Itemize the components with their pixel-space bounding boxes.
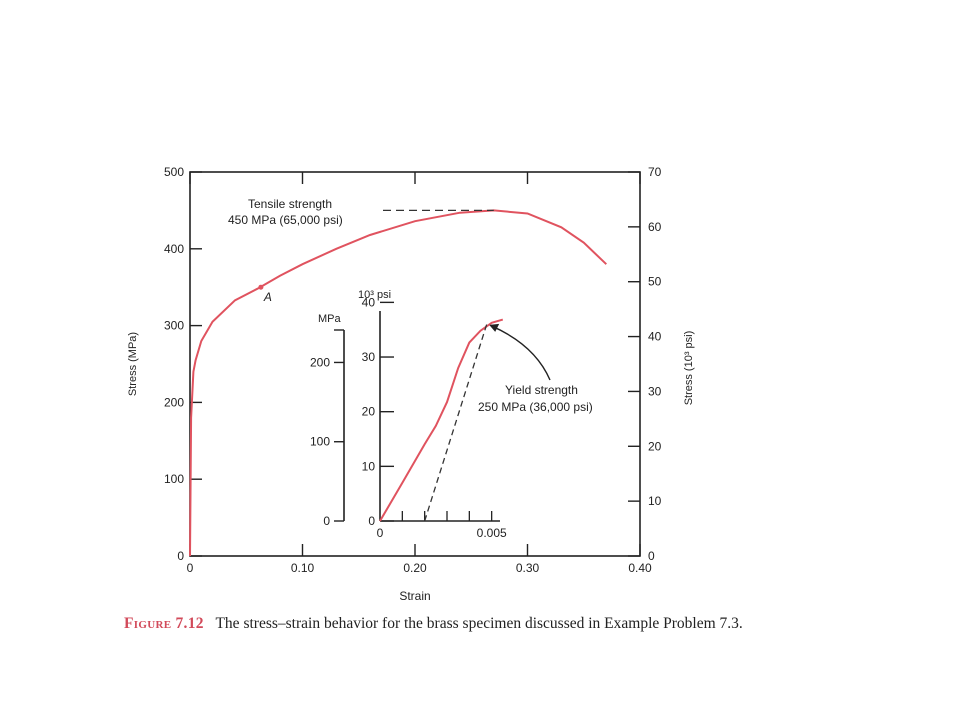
y-tick-label: 400 — [164, 242, 184, 256]
inset-mpa-tick-label: 0 — [323, 514, 330, 528]
x-tick-label: 0 — [187, 561, 194, 575]
y-right-tick-label: 40 — [648, 330, 662, 344]
inset-mpa-unit: MPa — [318, 313, 342, 325]
inset-x-tick-label: 0 — [377, 526, 384, 540]
x-tick-label: 0.10 — [291, 561, 315, 575]
y-tick-label: 300 — [164, 319, 184, 333]
point-a-marker — [258, 284, 264, 290]
caption-text: The stress–strain behavior for the brass… — [215, 615, 743, 632]
inset-psi-tick-label: 0 — [368, 514, 375, 528]
yield-arrow-head — [489, 323, 500, 332]
y-right-tick-label: 20 — [648, 439, 662, 453]
offset-dashed-line — [424, 322, 488, 522]
y-right-tick-label: 50 — [648, 275, 662, 289]
y-right-tick-label: 10 — [648, 494, 662, 508]
inset-curve — [379, 318, 504, 522]
inset-psi-tick-label: 40 — [362, 295, 376, 309]
y-right-tick-label: 30 — [648, 384, 662, 398]
yield-label-2: 250 MPa (36,000 psi) — [478, 400, 593, 414]
caption-label: Figure 7.12 — [124, 615, 204, 632]
inset-psi-tick-label: 20 — [362, 405, 376, 419]
y-right-axis-label: Stress (10³ psi) — [683, 331, 695, 406]
inset-psi-tick-label: 10 — [362, 459, 376, 473]
y-right-tick-label: 70 — [648, 165, 662, 179]
figure-caption: Figure 7.12 The stress–strain behavior f… — [124, 614, 824, 634]
inset-psi-unit: 10³ psi — [358, 289, 391, 301]
main-chart: 0 0.10 0.20 0.30 0.4001002003004005000102030… — [127, 165, 695, 603]
x-tick-label: 0.40 — [628, 561, 652, 575]
inset-x-tick-label: 0.005 — [477, 526, 507, 540]
yield-arrow — [490, 325, 551, 381]
plot-frame — [189, 171, 641, 557]
y-tick-label: 100 — [164, 472, 184, 486]
x-tick-label: 0.20 — [403, 561, 427, 575]
y-axis-label: Stress (MPa) — [127, 332, 139, 396]
x-tick-label: 0.30 — [516, 561, 540, 575]
inset-mpa-tick-label: 200 — [310, 355, 330, 369]
y-tick-label: 200 — [164, 395, 184, 409]
tensile-label-1: Tensile strength — [248, 197, 332, 211]
y-tick-label: 0 — [177, 549, 184, 563]
inset-psi-tick-label: 30 — [362, 350, 376, 364]
point-a-label: A — [263, 290, 272, 304]
x-axis-label: Strain — [399, 589, 430, 603]
y-right-tick-label: 60 — [648, 220, 662, 234]
tensile-label-2: 450 MPa (65,000 psi) — [228, 213, 343, 227]
yield-label-1: Yield strength — [505, 383, 578, 397]
y-tick-label: 500 — [164, 165, 184, 179]
inset-mpa-tick-label: 100 — [310, 435, 330, 449]
stress-strain-curve — [189, 209, 607, 557]
y-right-tick-label: 0 — [648, 549, 655, 563]
